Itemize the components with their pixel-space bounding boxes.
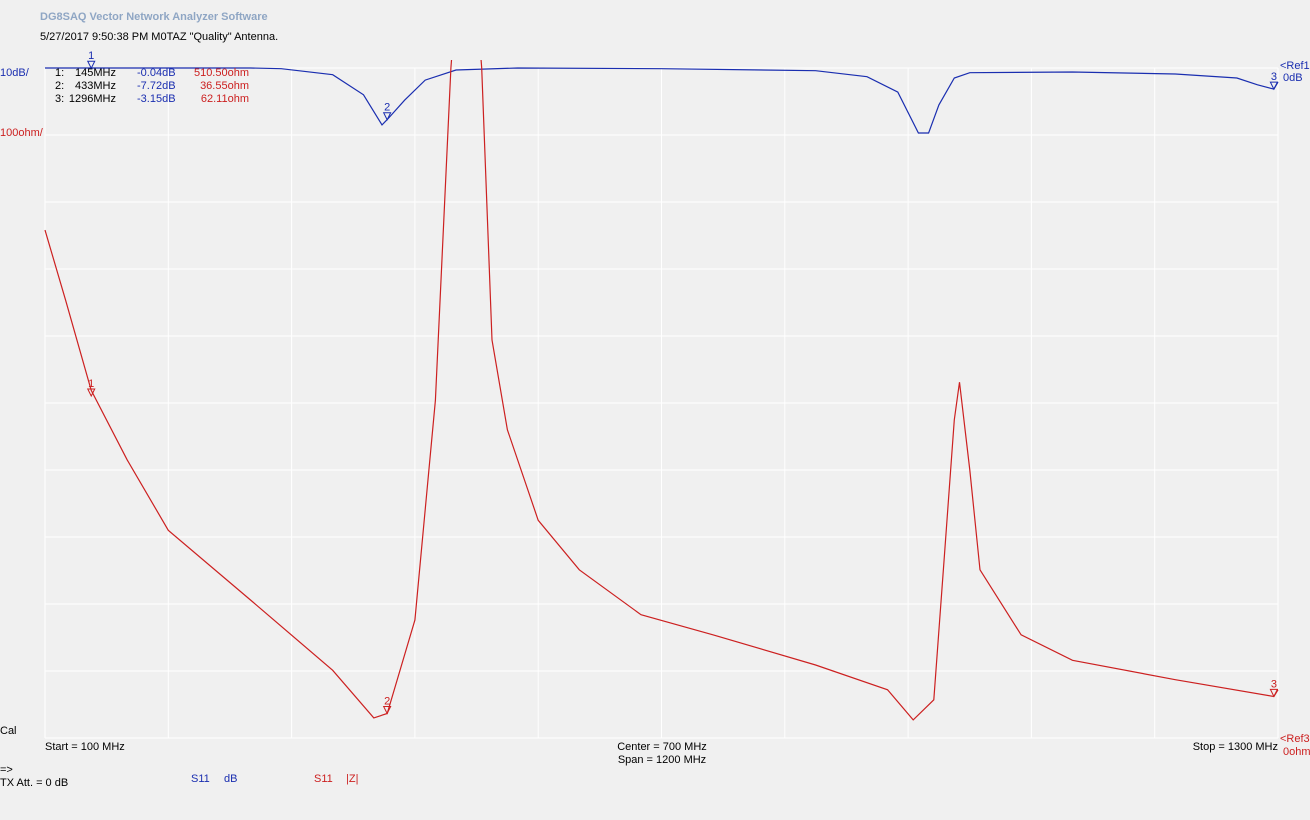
markers: 1 1 1: 145MHz -0.04dB 510.50ohm 2 2 2: 433MHz -7.7… xyxy=(55,50,1279,715)
marker-ohm: 36.55ohm xyxy=(200,80,249,92)
marker-ohm: 62.11ohm xyxy=(201,93,249,105)
marker-number: 3 xyxy=(1271,678,1277,690)
tx-att: TX Att. = 0 dB xyxy=(0,777,68,789)
legend-name: S11 xyxy=(314,773,333,785)
marker-ohm: 510.50ohm xyxy=(194,67,249,79)
marker-index: 3: xyxy=(55,93,64,105)
ref3-value: 0ohm xyxy=(1283,746,1310,758)
marker-db: -0.04dB xyxy=(137,67,176,79)
marker-db: -3.15dB xyxy=(137,93,176,105)
trace xyxy=(44,60,1279,721)
grid xyxy=(44,67,1279,739)
marker-triangle xyxy=(1269,688,1279,698)
legend-name: S11 xyxy=(191,773,210,785)
y2-scale: 100ohm/ xyxy=(0,127,44,139)
subtitle: 5/27/2017 9:50:38 PM M0TAZ "Quality" Ant… xyxy=(40,31,278,43)
cal: Cal xyxy=(0,725,17,737)
marker-index: 1: xyxy=(55,67,64,79)
marker-freq: 1296MHz xyxy=(69,93,116,105)
center: Center = 700 MHz xyxy=(617,741,707,753)
marker-number: 2 xyxy=(384,695,390,707)
stop: Stop = 1300 MHz xyxy=(1193,741,1278,753)
marker-number: 2 xyxy=(384,102,390,114)
marker-index: 2: xyxy=(55,80,64,92)
marker-number: 1 xyxy=(88,50,94,62)
marker-freq: 145MHz xyxy=(75,67,116,79)
app-title: DG8SAQ Vector Network Analyzer Software xyxy=(40,11,268,23)
span: Span = 1200 MHz xyxy=(618,754,706,766)
marker-freq: 433MHz xyxy=(75,80,116,92)
ref1-value: 0dB xyxy=(1283,72,1303,84)
ref3: <Ref3 xyxy=(1280,733,1310,745)
marker-triangle xyxy=(382,112,392,121)
legend-unit: |Z| xyxy=(346,773,358,785)
marker-triangle xyxy=(86,388,96,398)
marker-number: 1 xyxy=(88,378,94,390)
ref1: <Ref1 xyxy=(1280,60,1310,72)
marker-db: -7.72dB xyxy=(137,80,176,92)
marker-number: 3 xyxy=(1271,71,1277,83)
start: Start = 100 MHz xyxy=(45,741,125,753)
marker-triangle xyxy=(382,706,392,715)
arrow: => xyxy=(0,764,13,776)
marker-triangle xyxy=(1269,81,1279,91)
y-scale: 10dB/ xyxy=(0,67,30,79)
legend-unit: dB xyxy=(224,773,237,785)
trace xyxy=(45,67,1279,134)
traces xyxy=(44,60,1279,721)
marker-triangle xyxy=(86,60,96,70)
